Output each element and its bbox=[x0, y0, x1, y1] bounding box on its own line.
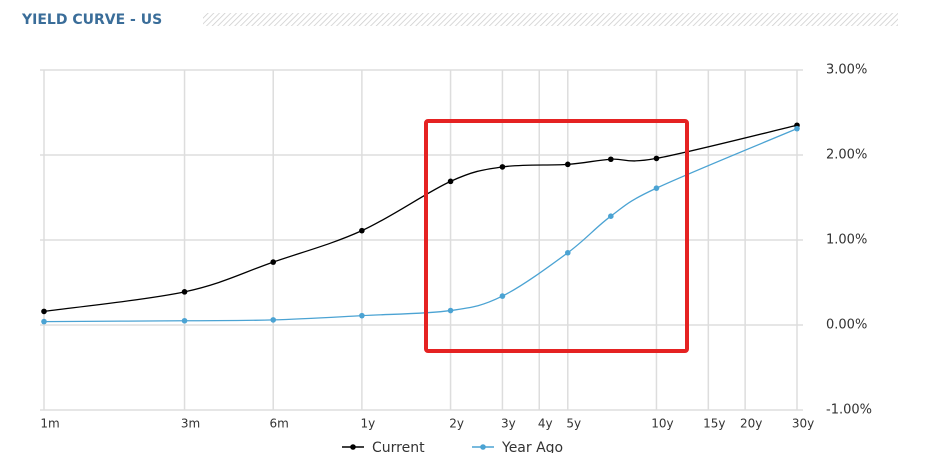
point bbox=[608, 156, 614, 163]
y-tick-label: 2.00% bbox=[826, 148, 867, 163]
y-tick-label: 0.00% bbox=[826, 318, 867, 333]
series-line bbox=[43, 124, 798, 313]
point bbox=[270, 259, 277, 265]
series-line bbox=[43, 128, 798, 323]
title-rule bbox=[203, 13, 898, 26]
point bbox=[447, 307, 454, 314]
legend-label: Current bbox=[372, 440, 425, 453]
x-tick-label: 6m bbox=[270, 417, 289, 431]
x-tick-label: 1y bbox=[361, 417, 376, 431]
point bbox=[359, 312, 365, 319]
highlight-box bbox=[424, 119, 689, 353]
point bbox=[181, 317, 188, 324]
x-tick-label: 4y bbox=[538, 417, 553, 431]
point bbox=[41, 318, 47, 325]
legend-label: Year Ago bbox=[501, 440, 563, 453]
point bbox=[653, 185, 660, 191]
y-tick-label: 3.00% bbox=[826, 63, 867, 78]
point bbox=[564, 249, 571, 256]
point bbox=[181, 289, 188, 295]
x-tick-label: 3y bbox=[501, 417, 516, 431]
point bbox=[794, 125, 800, 132]
point bbox=[608, 213, 614, 219]
legend: Current Year Ago bbox=[342, 440, 563, 456]
point bbox=[359, 227, 365, 234]
point bbox=[499, 164, 506, 170]
point bbox=[270, 317, 277, 323]
x-tick-label: 2y bbox=[449, 417, 464, 431]
x-tick-label: 3m bbox=[181, 417, 200, 431]
legend-marker bbox=[350, 444, 356, 450]
x-tick-label: 15y bbox=[703, 417, 725, 431]
grid: -1.00% 0.00% 1.00% 2.00% 3.00% 1m 3m 6m 1y 2y 3y 4y… bbox=[40, 63, 872, 431]
y-tick-label: -1.00% bbox=[826, 403, 872, 418]
legend-marker bbox=[480, 444, 486, 450]
x-tick-label: 30y bbox=[792, 417, 814, 431]
point bbox=[447, 178, 454, 185]
x-tick-label: 20y bbox=[740, 417, 762, 431]
x-tick-label: 10y bbox=[651, 417, 673, 431]
point bbox=[653, 155, 660, 162]
chart-title: YIELD CURVE - US bbox=[21, 12, 162, 28]
x-tick-label: 1m bbox=[40, 417, 59, 431]
point bbox=[499, 293, 506, 299]
plot bbox=[41, 122, 800, 325]
y-tick-label: 1.00% bbox=[826, 233, 867, 248]
point bbox=[41, 308, 47, 315]
point bbox=[564, 161, 571, 168]
x-tick-label: 5y bbox=[566, 417, 581, 431]
